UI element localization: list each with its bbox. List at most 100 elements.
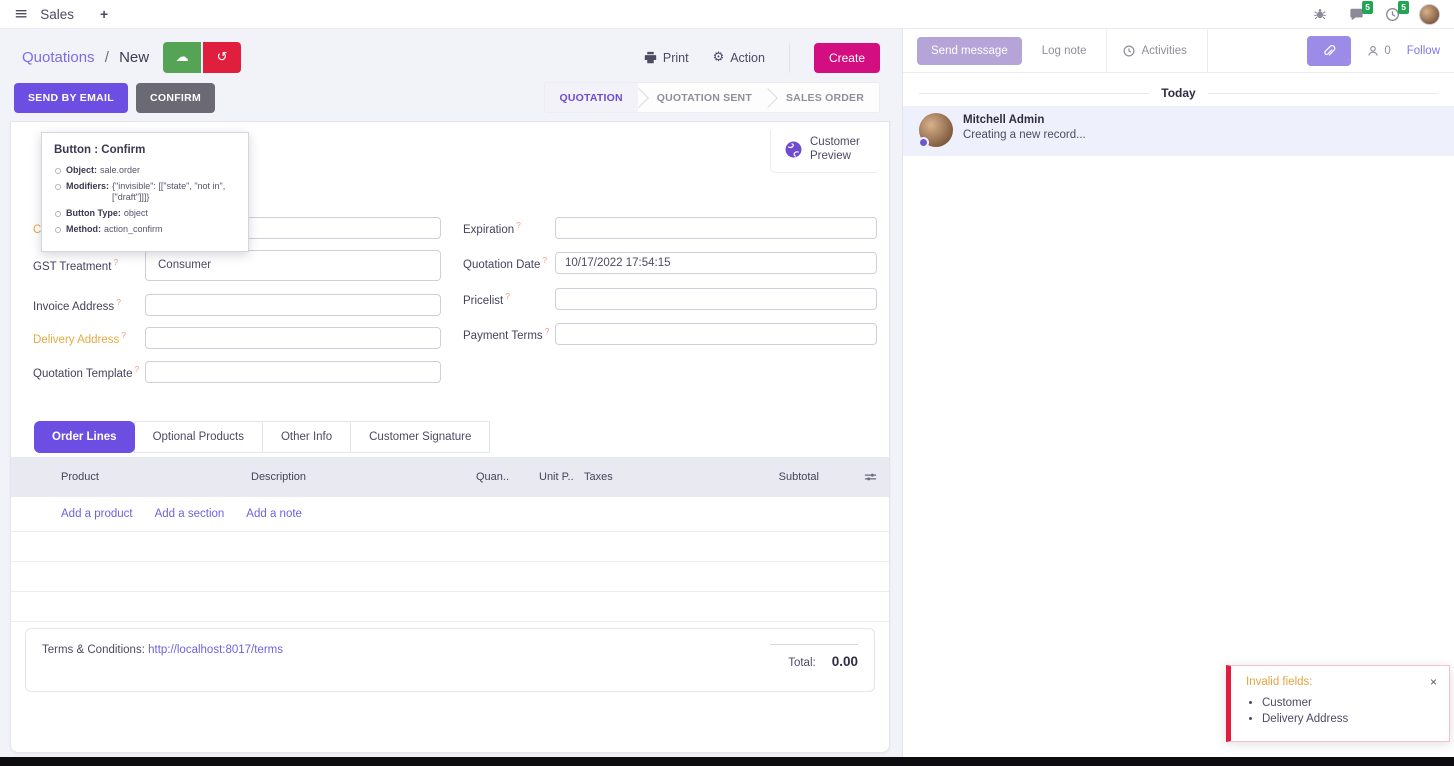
apps-menu-icon[interactable]: ≡: [14, 3, 29, 24]
notebook-tabs: Order Lines Optional Products Other Info…: [34, 420, 889, 453]
terms-total-section: Terms & Conditions: http://localhost:801…: [25, 627, 875, 692]
breadcrumb: Quotations / New: [22, 49, 149, 66]
customer-preview-label: Customer Preview: [810, 136, 860, 163]
tab-optional-products[interactable]: Optional Products: [133, 420, 263, 453]
column-header-quantity[interactable]: Quan..: [476, 470, 510, 483]
app-name[interactable]: Sales: [40, 6, 75, 22]
help-marker: ?: [505, 290, 510, 301]
send-by-email-button[interactable]: SEND BY EMAIL: [14, 82, 128, 113]
globe-icon: [785, 141, 802, 158]
tab-other-info[interactable]: Other Info: [262, 420, 352, 453]
empty-table-row: [11, 562, 889, 592]
confirm-button[interactable]: CONFIRM: [135, 82, 216, 113]
terms-link[interactable]: http://localhost:8017/terms: [148, 643, 283, 656]
person-icon: [1368, 45, 1379, 56]
message-author: Mitchell Admin: [963, 114, 1045, 126]
save-cloud-icon: ☁: [175, 50, 189, 65]
field-label-quotation-template: Quotation Template?: [33, 363, 140, 380]
systray: 5 5: [1311, 1, 1440, 25]
optional-columns-icon[interactable]: [843, 471, 877, 483]
discard-record-button[interactable]: ↺: [203, 42, 242, 73]
create-button[interactable]: Create: [813, 42, 880, 73]
chatter-message[interactable]: Mitchell Admin Creating a new record...: [903, 106, 1454, 156]
tooltip-item-label: Button Type:: [66, 208, 121, 219]
payment-terms-input[interactable]: [555, 322, 877, 345]
expiration-input[interactable]: [555, 216, 877, 239]
column-header-description[interactable]: Description: [251, 470, 307, 483]
activities-clock-icon[interactable]: 5: [1383, 1, 1409, 22]
form-sheet: Button : Confirm Object: sale.order Modif…: [10, 121, 890, 753]
gear-icon: ⚙: [712, 50, 725, 65]
add-a-section-link[interactable]: Add a section: [154, 507, 225, 520]
tab-customer-signature[interactable]: Customer Signature: [351, 420, 491, 453]
divider: [1106, 28, 1108, 73]
messages-icon[interactable]: 5: [1347, 1, 1373, 22]
invalid-field-item: Customer: [1262, 697, 1437, 709]
help-marker: ?: [134, 363, 140, 374]
today-divider: Today: [919, 86, 1439, 100]
customer-preview-button[interactable]: Customer Preview: [770, 130, 877, 173]
field-group: Customer? GST Treatment? Invoice Address…: [11, 201, 889, 394]
send-message-button[interactable]: Send message: [917, 36, 1022, 65]
log-note-button[interactable]: Log note: [1041, 44, 1087, 57]
total-value: 0.00: [831, 653, 858, 669]
tooltip-item-value: action_confirm: [104, 223, 163, 234]
column-header-unit-price[interactable]: Unit P..: [539, 470, 574, 483]
field-row-delivery-address: Delivery Address?: [33, 326, 441, 349]
followers-counter[interactable]: 0: [1367, 45, 1391, 57]
empty-table-row: [11, 532, 889, 562]
column-header-product[interactable]: Product: [61, 470, 99, 483]
print-label: Print: [662, 50, 689, 65]
gst-treatment-select[interactable]: [145, 249, 441, 281]
status-step-quotation[interactable]: QUOTATION: [544, 83, 638, 112]
button-tooltip: Button : Confirm Object: sale.order Modif…: [41, 132, 249, 253]
status-step-sales-order[interactable]: SALES ORDER: [785, 91, 864, 104]
quotation-date-input[interactable]: [555, 251, 877, 274]
total-label: Total:: [788, 656, 816, 669]
column-header-subtotal[interactable]: Subtotal: [778, 470, 819, 483]
help-marker: ?: [516, 219, 521, 230]
new-tab-button[interactable]: +: [100, 6, 109, 22]
close-icon[interactable]: ×: [1429, 675, 1437, 689]
invoice-address-input[interactable]: [145, 293, 441, 316]
form-view-pane: Quotations / New ☁ ↺ Print ⚙ Action: [0, 29, 902, 766]
field-label-invoice-address: Invoice Address?: [33, 296, 121, 313]
print-menu[interactable]: Print: [644, 51, 689, 65]
follow-button[interactable]: Follow: [1406, 44, 1440, 57]
delivery-address-input[interactable]: [145, 326, 441, 349]
tooltip-item-value: object: [123, 208, 148, 219]
tooltip-item-label: Object:: [66, 165, 98, 175]
attach-files-button[interactable]: [1307, 35, 1352, 66]
list-add-links: Add a product Add a section Add a note: [11, 497, 889, 532]
status-step-quotation-sent[interactable]: QUOTATION SENT: [656, 91, 752, 104]
user-avatar[interactable]: [1419, 3, 1440, 25]
field-row-quotation-template: Quotation Template?: [33, 360, 441, 383]
add-a-product-link[interactable]: Add a product: [61, 507, 133, 520]
action-menu[interactable]: ⚙ Action: [713, 50, 765, 65]
column-header-taxes[interactable]: Taxes: [584, 470, 613, 483]
breadcrumb-quotations-link[interactable]: Quotations: [22, 49, 95, 66]
activities-label: Activities: [1141, 44, 1187, 57]
discard-undo-icon: ↺: [216, 50, 228, 65]
save-record-button[interactable]: ☁: [163, 42, 202, 73]
tooltip-title: Button : Confirm: [54, 144, 146, 156]
add-a-note-link[interactable]: Add a note: [246, 507, 302, 520]
pricelist-input[interactable]: [555, 287, 877, 310]
help-marker: ?: [113, 257, 119, 268]
debug-bug-icon[interactable]: [1311, 6, 1329, 22]
field-row-invoice-address: Invoice Address?: [33, 293, 441, 316]
tab-order-lines[interactable]: Order Lines: [34, 420, 135, 453]
empty-table-row: [11, 592, 889, 622]
quotation-template-input[interactable]: [145, 360, 441, 383]
activities-button[interactable]: Activities: [1123, 44, 1187, 57]
field-row-payment-terms: Payment Terms?: [463, 322, 877, 345]
message-avatar: [918, 113, 953, 148]
breadcrumb-current: New: [119, 49, 150, 66]
control-panel: Quotations / New ☁ ↺ Print ⚙ Action: [0, 29, 902, 82]
breadcrumb-separator: /: [104, 49, 109, 66]
tooltip-item-value: {"invisible": [["state", "not in", ["dra…: [112, 180, 226, 203]
action-label: Action: [730, 50, 765, 65]
total-box: Total: 0.00: [770, 643, 858, 691]
terms-and-conditions: Terms & Conditions: http://localhost:801…: [42, 644, 283, 691]
